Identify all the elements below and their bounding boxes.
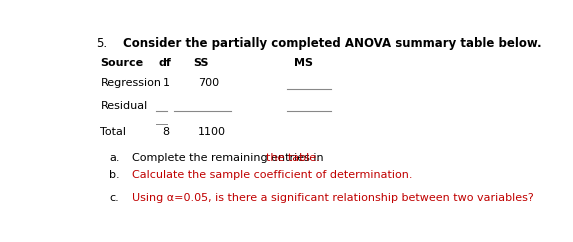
Text: c.: c. <box>109 193 119 203</box>
Text: 1100: 1100 <box>198 127 226 137</box>
Text: Residual: Residual <box>100 101 148 111</box>
Text: b.: b. <box>109 170 120 180</box>
Text: Calculate the sample coefficient of determination.: Calculate the sample coefficient of dete… <box>132 170 412 180</box>
Text: MS: MS <box>294 58 313 68</box>
Text: Consider the partially completed ANOVA summary table below.: Consider the partially completed ANOVA s… <box>123 38 541 50</box>
Text: 8: 8 <box>163 127 170 137</box>
Text: df: df <box>158 58 171 68</box>
Text: Source: Source <box>100 58 144 68</box>
Text: Complete the remaining entries in: Complete the remaining entries in <box>132 153 327 163</box>
Text: 1: 1 <box>163 78 170 88</box>
Text: 700: 700 <box>198 78 219 88</box>
Text: 5.: 5. <box>96 38 107 50</box>
Text: Regression: Regression <box>100 78 162 88</box>
Text: SS: SS <box>194 58 209 68</box>
Text: Total: Total <box>100 127 127 137</box>
Text: Using α=0.05, is there a significant relationship between two variables?: Using α=0.05, is there a significant rel… <box>132 193 533 203</box>
Text: a.: a. <box>109 153 120 163</box>
Text: the table.: the table. <box>266 153 320 163</box>
